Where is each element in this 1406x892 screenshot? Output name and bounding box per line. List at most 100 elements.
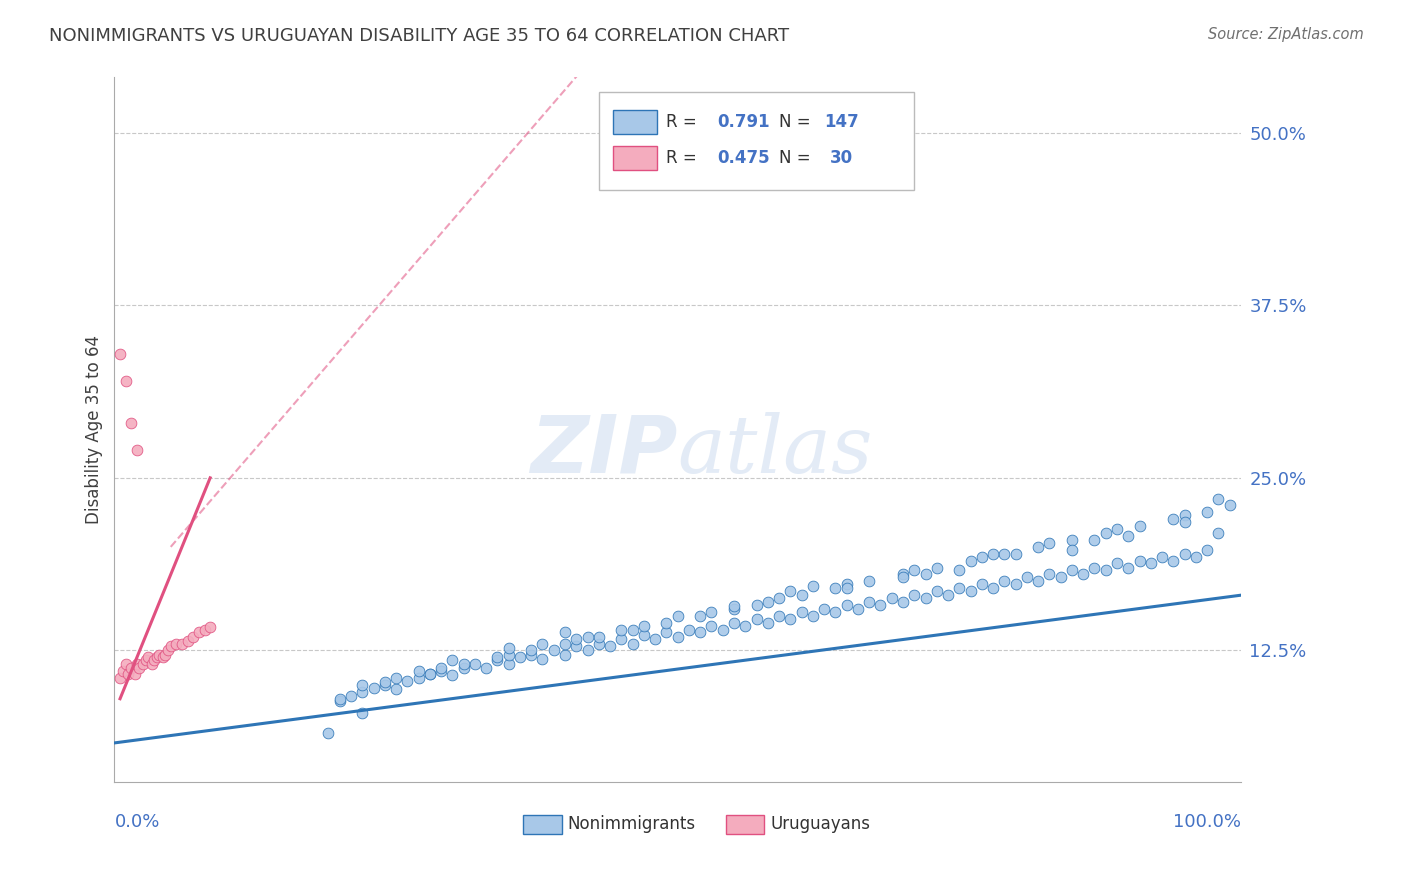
Point — [723, 602, 745, 616]
Point — [1060, 542, 1083, 557]
Point — [554, 625, 576, 640]
Point — [120, 661, 142, 675]
Point — [610, 623, 633, 637]
Y-axis label: Disability Age 35 to 64: Disability Age 35 to 64 — [86, 335, 103, 524]
Point — [1185, 549, 1208, 564]
Point — [385, 681, 408, 696]
Point — [1219, 499, 1241, 513]
Point — [193, 623, 215, 637]
Point — [464, 657, 486, 672]
Point — [352, 706, 374, 720]
Point — [1105, 522, 1128, 536]
Point — [576, 643, 599, 657]
Point — [1049, 570, 1071, 584]
Point — [993, 547, 1015, 561]
Point — [441, 668, 464, 682]
Text: atlas: atlas — [678, 412, 873, 490]
Point — [1163, 554, 1185, 568]
Point — [120, 416, 142, 430]
Point — [655, 615, 678, 630]
Point — [925, 560, 948, 574]
Point — [329, 691, 352, 706]
Point — [610, 632, 633, 647]
Point — [419, 666, 441, 681]
Point — [498, 640, 520, 655]
Point — [1174, 547, 1197, 561]
Point — [1197, 505, 1219, 519]
Point — [153, 648, 176, 662]
Point — [520, 648, 543, 662]
Point — [1026, 540, 1049, 554]
Point — [152, 650, 174, 665]
Point — [531, 651, 554, 665]
Point — [1116, 529, 1139, 543]
Text: 100.0%: 100.0% — [1173, 814, 1241, 831]
Point — [1083, 533, 1105, 547]
Point — [408, 664, 430, 678]
Point — [408, 671, 430, 685]
Point — [689, 625, 711, 640]
Point — [835, 598, 858, 612]
Text: N =: N = — [779, 112, 815, 131]
Point — [1105, 557, 1128, 571]
Point — [835, 582, 858, 596]
Point — [981, 547, 1004, 561]
Point — [858, 595, 880, 609]
Point — [565, 632, 588, 647]
Point — [655, 625, 678, 640]
Point — [666, 608, 689, 623]
Text: Nonimmigrants: Nonimmigrants — [567, 814, 696, 833]
Point — [756, 595, 779, 609]
Point — [108, 671, 131, 685]
Point — [318, 726, 340, 740]
Point — [981, 582, 1004, 596]
Point — [666, 630, 689, 644]
Point — [835, 577, 858, 591]
Point — [880, 591, 903, 605]
Point — [430, 661, 453, 675]
Point — [633, 618, 655, 632]
Point — [993, 574, 1015, 589]
Point — [936, 588, 959, 602]
Point — [374, 675, 396, 690]
Point — [198, 620, 221, 634]
Point — [644, 632, 666, 647]
Point — [1071, 567, 1094, 582]
Text: 0.791: 0.791 — [717, 112, 769, 131]
Text: 0.0%: 0.0% — [114, 814, 160, 831]
Point — [419, 666, 441, 681]
Point — [441, 653, 464, 667]
Point — [779, 612, 801, 626]
Point — [700, 618, 723, 632]
Text: R =: R = — [666, 112, 703, 131]
Point — [891, 567, 914, 582]
Point — [157, 643, 180, 657]
Point — [790, 605, 813, 619]
Point — [891, 570, 914, 584]
Point — [165, 636, 187, 650]
Point — [1094, 563, 1116, 577]
Point — [824, 605, 846, 619]
Point — [1163, 512, 1185, 526]
Point — [959, 584, 981, 599]
Point — [734, 618, 756, 632]
Point — [1026, 574, 1049, 589]
Point — [1174, 508, 1197, 522]
Text: 30: 30 — [830, 150, 853, 168]
Point — [869, 598, 891, 612]
Point — [576, 630, 599, 644]
Point — [554, 636, 576, 650]
Point — [135, 653, 157, 667]
Point — [723, 615, 745, 630]
Point — [170, 636, 193, 650]
Point — [801, 608, 824, 623]
Point — [108, 346, 131, 360]
Point — [689, 608, 711, 623]
Point — [114, 374, 136, 388]
Text: N =: N = — [779, 150, 815, 168]
Point — [790, 588, 813, 602]
Point — [1152, 549, 1174, 564]
Point — [1208, 491, 1230, 506]
Point — [475, 661, 498, 675]
FancyBboxPatch shape — [523, 815, 561, 834]
